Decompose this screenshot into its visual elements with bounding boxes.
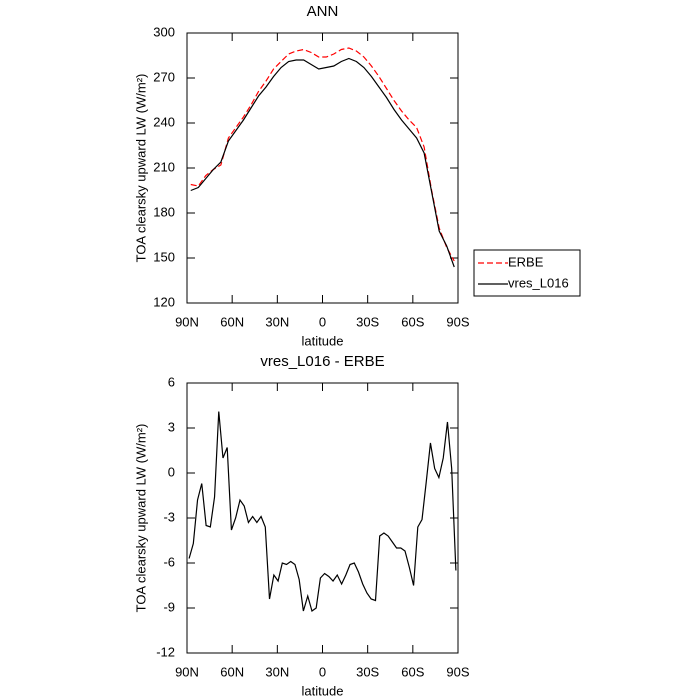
y-tick-label: -12 bbox=[156, 644, 175, 659]
data-line bbox=[188, 411, 457, 612]
y-axis-label: TOA clearsky upward LW (W/m²) bbox=[133, 74, 148, 263]
x-tick-label: 30S bbox=[356, 664, 379, 679]
y-axis-label: TOA clearsky upward LW (W/m²) bbox=[133, 424, 148, 613]
panel: ANN latitude TOA clearsky upward LW (W/m²)… bbox=[133, 3, 581, 348]
y-tick-label: 150 bbox=[153, 249, 175, 264]
data-line bbox=[190, 57, 455, 268]
x-tick-label: 60N bbox=[220, 314, 244, 329]
y-tick-label: 6 bbox=[168, 374, 175, 389]
chart-title: ANN bbox=[307, 3, 339, 20]
y-tick-label: 300 bbox=[153, 24, 175, 39]
y-tick-label: -6 bbox=[163, 554, 175, 569]
plot-frame bbox=[186, 32, 459, 304]
y-tick-label: 120 bbox=[153, 294, 175, 309]
x-tick-label: 90S bbox=[446, 664, 469, 679]
x-tick-label: 30N bbox=[265, 664, 289, 679]
y-tick-label: -3 bbox=[163, 509, 175, 524]
x-tick-label: 90N bbox=[175, 314, 199, 329]
y-tick-label: 180 bbox=[153, 204, 175, 219]
x-tick-label: 0 bbox=[319, 314, 326, 329]
plot-frame bbox=[186, 382, 459, 654]
x-tick-label: 60S bbox=[401, 664, 424, 679]
data-line bbox=[190, 47, 455, 262]
x-axis-label: latitude bbox=[302, 683, 344, 698]
x-tick-label: 60N bbox=[220, 664, 244, 679]
y-tick-label: 210 bbox=[153, 159, 175, 174]
y-tick-label: 240 bbox=[153, 114, 175, 129]
y-tick-label: -9 bbox=[163, 599, 175, 614]
legend-label: ERBE bbox=[508, 254, 544, 269]
panel: vres_L016 - ERBE latitude TOA clearsky upw… bbox=[133, 353, 469, 698]
legend-label: vres_L016 bbox=[508, 275, 569, 290]
x-tick-label: 30N bbox=[265, 314, 289, 329]
x-tick-label: 90S bbox=[446, 314, 469, 329]
x-axis-label: latitude bbox=[302, 333, 344, 348]
x-tick-label: 60S bbox=[401, 314, 424, 329]
x-tick-label: 0 bbox=[319, 664, 326, 679]
legend-box bbox=[473, 249, 581, 297]
y-tick-label: 0 bbox=[168, 464, 175, 479]
y-tick-label: 270 bbox=[153, 69, 175, 84]
chart-title: vres_L016 - ERBE bbox=[260, 353, 384, 370]
y-tick-label: 3 bbox=[168, 419, 175, 434]
x-tick-label: 30S bbox=[356, 314, 379, 329]
x-tick-label: 90N bbox=[175, 664, 199, 679]
